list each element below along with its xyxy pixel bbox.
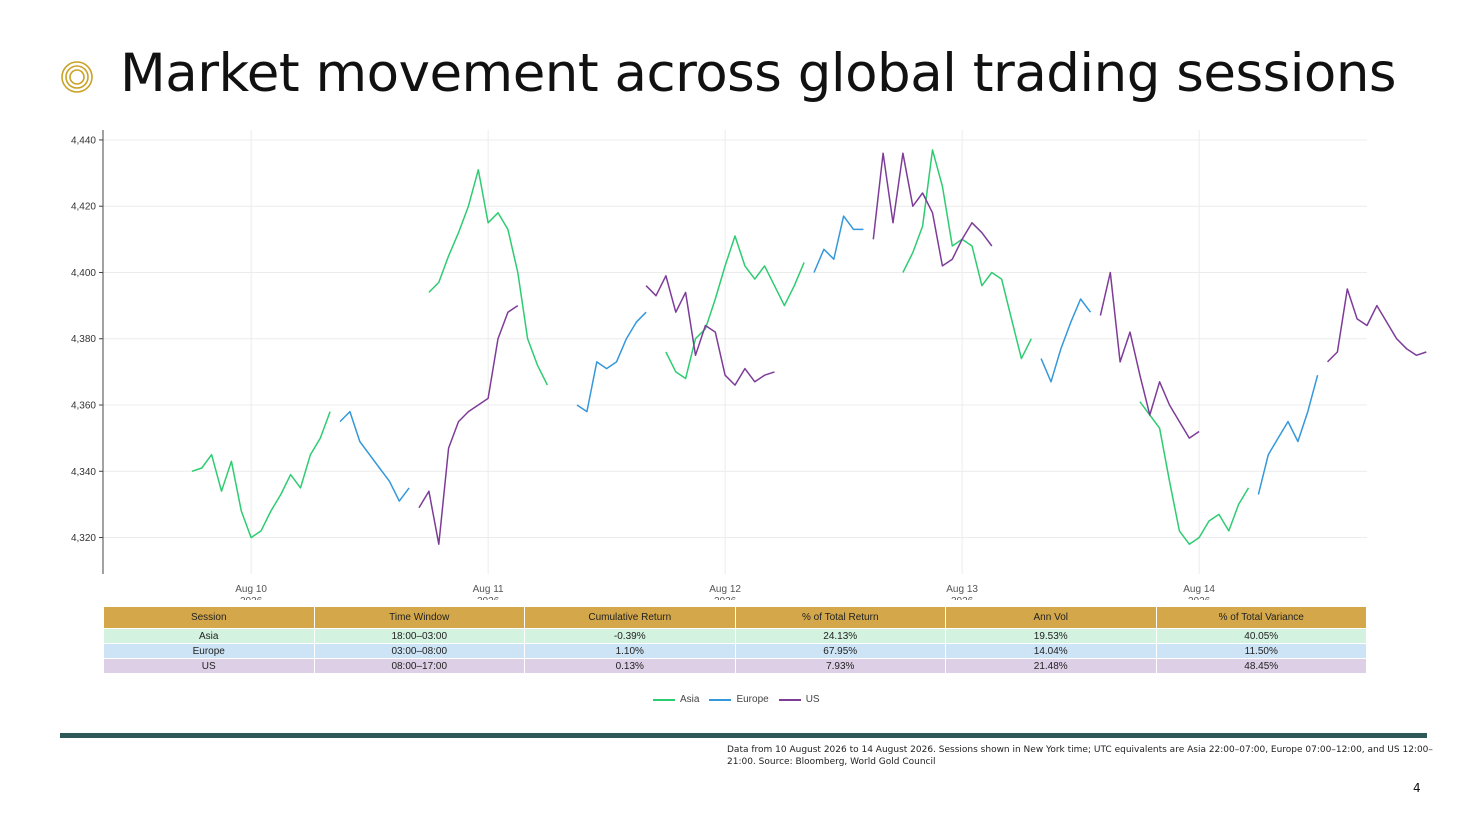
page-number: 4 <box>1413 781 1421 795</box>
table-header-row: Session Time Window Cumulative Return % … <box>103 606 1367 629</box>
chart-series <box>191 149 1427 545</box>
source-footnote: Data from 10 August 2026 to 14 August 20… <box>727 745 1433 767</box>
table-cell: 08:00–17:00 <box>313 658 525 674</box>
session-stats-table: Session Time Window Cumulative Return % … <box>103 606 1367 674</box>
legend-swatch-asia <box>653 698 675 701</box>
y-tick-label: 4,380 <box>71 334 96 345</box>
table-cell: Asia <box>103 628 315 644</box>
legend-swatch-us <box>778 698 801 701</box>
table-cell: 7.93% <box>734 658 946 674</box>
column-header-ann-vol: Ann Vol <box>945 606 1157 629</box>
column-header-pct-total-variance: % of Total Variance <box>1155 606 1367 629</box>
series-line-asia <box>191 411 331 539</box>
table-cell: US <box>103 658 315 674</box>
table-cell: 03:00–08:00 <box>313 643 525 659</box>
table-row-asia: Asia 18:00–03:00 -0.39% 24.13% 19.53% 40… <box>103 628 1367 644</box>
series-line-asia <box>665 235 805 380</box>
legend-item-europe[interactable]: Europe <box>709 694 769 705</box>
table-cell: 14.04% <box>945 643 1157 659</box>
column-header-pct-total-return: % of Total Return <box>734 606 946 629</box>
chart-legend: Asia Europe US <box>653 694 820 705</box>
y-tick-label: 4,340 <box>71 467 96 478</box>
table-row-us: US 08:00–17:00 0.13% 7.93% 21.48% 48.45% <box>103 658 1367 674</box>
legend-label-asia: Asia <box>680 694 700 705</box>
table-row-europe: Europe 03:00–08:00 1.10% 67.95% 14.04% 1… <box>103 643 1367 659</box>
y-tick-label: 4,360 <box>71 401 96 412</box>
x-tick-label: Aug 12 <box>709 584 741 595</box>
y-tick-label: 4,400 <box>71 268 96 279</box>
table-cell: 40.05% <box>1155 628 1367 644</box>
y-tick-label: 4,420 <box>71 202 96 213</box>
concentric-circles-icon <box>61 61 93 93</box>
series-line-us <box>872 152 993 267</box>
x-tick-year-label: 2026 <box>477 596 500 600</box>
series-line-europe <box>1257 375 1319 495</box>
table-cell: Europe <box>103 643 315 659</box>
series-line-europe <box>339 410 410 502</box>
table-cell: 21.48% <box>945 658 1157 674</box>
series-line-us <box>1099 271 1200 439</box>
series-line-us <box>1326 288 1427 363</box>
page-title: Market movement across global trading se… <box>120 43 1397 104</box>
chart-grid <box>103 130 1367 574</box>
x-tick-year-label: 2026 <box>1188 596 1211 600</box>
x-tick-label: Aug 11 <box>473 584 504 595</box>
series-line-us <box>645 275 775 386</box>
footer-divider <box>60 733 1427 738</box>
y-tick-label: 4,440 <box>71 135 96 146</box>
x-tick-label: Aug 13 <box>946 584 978 595</box>
table-cell: 1.10% <box>524 643 736 659</box>
table-cell: 0.13% <box>524 658 736 674</box>
series-line-asia <box>902 149 1032 360</box>
legend-item-us[interactable]: US <box>778 694 820 705</box>
table-cell: 18:00–03:00 <box>313 628 525 644</box>
legend-swatch-europe <box>709 698 732 701</box>
x-tick-label: Aug 14 <box>1183 584 1215 595</box>
table-cell: 19.53% <box>945 628 1157 644</box>
chart-tick-labels: 4,320 4,340 4,360 4,380 4,400 4,420 4,440 Aug 1… <box>71 135 1215 600</box>
legend-item-asia[interactable]: Asia <box>653 694 699 705</box>
series-line-us <box>418 304 519 545</box>
column-header-session: Session <box>103 606 315 629</box>
table-cell: 24.13% <box>734 628 946 644</box>
series-line-europe <box>576 311 647 413</box>
column-header-cumulative-return: Cumulative Return <box>524 606 736 629</box>
x-tick-year-label: 2026 <box>951 596 974 600</box>
x-tick-year-label: 2026 <box>240 596 263 600</box>
chart-axes <box>99 130 104 574</box>
table-cell: 67.95% <box>734 643 946 659</box>
legend-label-europe: Europe <box>736 694 769 705</box>
table-cell: -0.39% <box>524 628 736 644</box>
series-line-europe <box>1040 298 1092 383</box>
x-tick-label: Aug 10 <box>235 584 267 595</box>
series-line-europe <box>813 215 864 273</box>
legend-label-us: US <box>805 694 820 705</box>
price-line-chart: 4,320 4,340 4,360 4,380 4,400 4,420 4,440 Aug 1… <box>71 130 1427 600</box>
table-cell: 11.50% <box>1155 643 1367 659</box>
x-tick-year-label: 2026 <box>714 596 737 600</box>
y-tick-label: 4,320 <box>71 533 96 544</box>
table-cell: 48.45% <box>1155 658 1367 674</box>
series-line-asia <box>1139 401 1250 545</box>
series-line-asia <box>428 169 549 386</box>
column-header-time-window: Time Window <box>313 606 525 629</box>
